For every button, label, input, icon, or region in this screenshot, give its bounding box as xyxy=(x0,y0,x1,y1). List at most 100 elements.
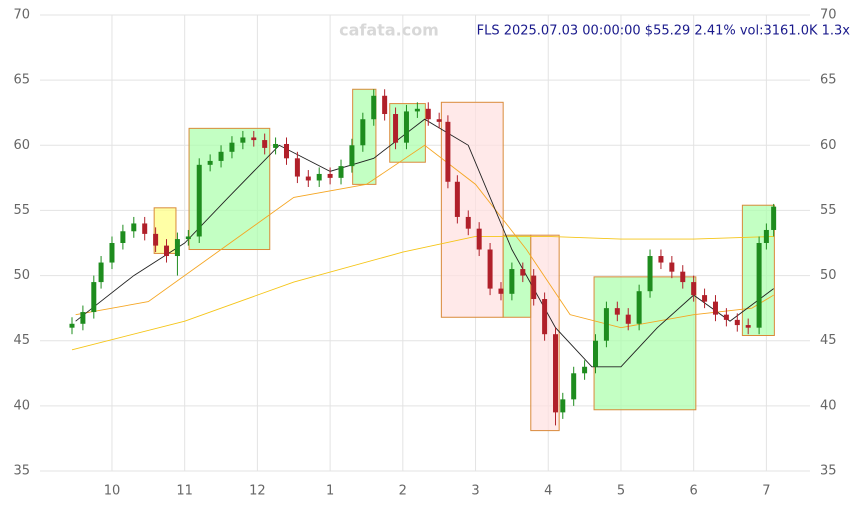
chart-title: FLS 2025.07.03 00:00:00 $55.29 2.41% vol… xyxy=(477,24,851,39)
candle-body xyxy=(712,301,718,315)
candle-body xyxy=(454,181,460,217)
moving-average xyxy=(71,236,774,351)
candle-body xyxy=(98,262,104,283)
candle-body xyxy=(498,288,504,294)
candle-body xyxy=(603,308,609,341)
x-tick-label: 11 xyxy=(176,484,193,499)
candle-body xyxy=(69,323,75,328)
candle-body xyxy=(360,119,366,146)
y-tick-label-right: 45 xyxy=(820,333,837,348)
candle-body xyxy=(445,121,451,182)
candle-body xyxy=(571,373,577,400)
candle-body xyxy=(756,243,762,328)
y-tick-label: 50 xyxy=(13,268,30,283)
candle-body xyxy=(371,95,377,120)
candle-body xyxy=(393,114,399,143)
candle-body xyxy=(476,228,482,250)
y-tick-label: 55 xyxy=(13,203,30,218)
candle-body xyxy=(349,145,355,167)
zone-box xyxy=(440,101,504,318)
x-tick-label: 1 xyxy=(326,484,334,499)
y-tick-label-right: 70 xyxy=(820,8,837,23)
y-tick-label: 40 xyxy=(13,398,30,413)
candle-body xyxy=(593,340,599,367)
x-tick-label: 2 xyxy=(399,484,407,499)
candle-body xyxy=(465,216,471,229)
candle-body xyxy=(382,95,388,115)
candle-body xyxy=(436,119,442,122)
candle-body xyxy=(734,319,740,326)
candle-body xyxy=(174,239,180,257)
candle-body xyxy=(262,140,268,148)
zone-box xyxy=(188,127,271,251)
moving-average xyxy=(75,118,774,368)
line-layer xyxy=(71,118,774,368)
candle-body xyxy=(669,262,675,272)
x-tick-label: 12 xyxy=(249,484,266,499)
candle-body xyxy=(745,325,751,328)
box-layer xyxy=(153,88,775,432)
candle-body xyxy=(294,158,300,177)
x-tick-label: 6 xyxy=(690,484,698,499)
candle-body xyxy=(142,223,148,234)
y-tick-label: 60 xyxy=(13,138,30,153)
candle-body xyxy=(251,137,257,141)
candle-body xyxy=(273,143,279,148)
watermark: cafata.com xyxy=(339,21,439,40)
candle-body xyxy=(131,223,137,232)
candle-body xyxy=(207,160,213,165)
candle-body xyxy=(691,282,697,296)
y-tick-label-right: 50 xyxy=(820,268,837,283)
candle-body xyxy=(338,166,344,178)
text-layer: cafata.com FLS 2025.07.03 00:00:00 $55.2… xyxy=(13,8,850,499)
y-tick-label-right: 35 xyxy=(820,464,837,479)
y-tick-label: 65 xyxy=(13,73,30,88)
candle-body xyxy=(771,206,777,230)
y-tick-label: 45 xyxy=(13,333,30,348)
candle-body xyxy=(109,243,115,263)
candle-body xyxy=(196,164,202,237)
candle-body xyxy=(509,269,515,294)
candle-body xyxy=(582,366,588,374)
candle-body xyxy=(164,245,170,257)
candle-body xyxy=(560,399,566,413)
candle-body xyxy=(120,231,126,243)
candle-body xyxy=(305,176,311,181)
y-tick-label: 70 xyxy=(13,8,30,23)
candle-body xyxy=(403,111,409,143)
candle-body xyxy=(185,236,191,240)
candle-body xyxy=(229,142,235,152)
y-tick-label-right: 40 xyxy=(820,398,837,413)
y-tick-label-right: 55 xyxy=(820,203,837,218)
candle-body xyxy=(763,229,769,243)
candle-body xyxy=(80,312,86,324)
candle-body xyxy=(520,269,526,276)
candle-body xyxy=(487,249,493,289)
candle-body xyxy=(723,314,729,320)
candle-body xyxy=(414,108,420,112)
x-tick-label: 4 xyxy=(544,484,552,499)
x-tick-label: 5 xyxy=(617,484,625,499)
candle-body xyxy=(553,334,559,413)
candle-layer xyxy=(69,89,777,426)
candle-body xyxy=(625,314,631,324)
candle-body xyxy=(680,271,686,283)
moving-average xyxy=(75,144,774,329)
x-tick-label: 10 xyxy=(104,484,121,499)
candle-body xyxy=(283,143,289,159)
candle-body xyxy=(240,137,246,143)
candle-body xyxy=(316,173,322,181)
candle-body xyxy=(647,256,653,292)
candle-body xyxy=(542,299,548,335)
candle-body xyxy=(425,108,431,120)
y-tick-label: 35 xyxy=(13,464,30,479)
y-tick-label-right: 65 xyxy=(820,73,837,88)
candle-body xyxy=(658,256,664,263)
candle-body xyxy=(218,151,224,161)
zone-box xyxy=(593,276,697,411)
x-tick-label: 3 xyxy=(471,484,479,499)
candle-body xyxy=(636,291,642,324)
candle-body xyxy=(702,295,708,302)
y-tick-label-right: 60 xyxy=(820,138,837,153)
